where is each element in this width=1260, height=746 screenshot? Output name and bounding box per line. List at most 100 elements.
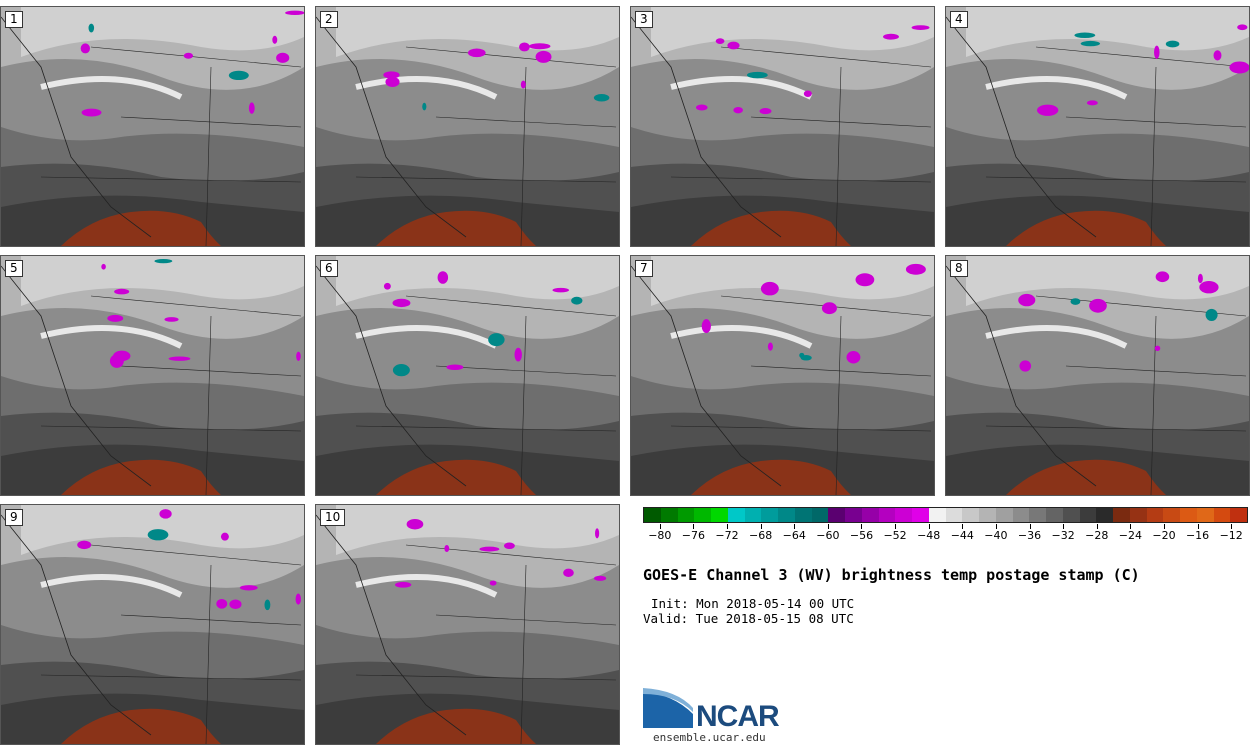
colorbar-segment — [660, 508, 678, 522]
wv-map-image — [631, 256, 934, 495]
colorbar-tick — [794, 524, 796, 529]
stamp-panel-6: 6 — [315, 255, 620, 496]
colorbar-segment — [1230, 508, 1247, 522]
colorbar-segment — [1046, 508, 1063, 522]
colorbar-segment — [1113, 508, 1130, 522]
colorbar-tick-label: −36 — [1017, 529, 1042, 542]
ncar-wordmark: NCAR — [696, 700, 780, 733]
colorbar-segment — [828, 508, 845, 522]
wv-map-image — [316, 505, 619, 744]
colorbar-segment — [1196, 508, 1214, 522]
wv-map-image — [946, 7, 1249, 246]
colorbar-tick — [1163, 524, 1165, 529]
colorbar-segment — [811, 508, 829, 522]
colorbar-tick — [928, 524, 930, 529]
colorbar-segment — [1096, 508, 1113, 522]
colorbar-tick-label: −48 — [917, 529, 941, 542]
colorbar-segment — [1129, 508, 1147, 522]
colorbar-tick-label: −72 — [715, 529, 739, 542]
stamp-panel-7: 7 — [630, 255, 935, 496]
colorbar-tick-label: −80 — [648, 529, 672, 542]
colorbar-segment — [1146, 508, 1164, 522]
colorbar-tick — [1096, 524, 1098, 529]
panel-number: 1 — [5, 11, 23, 28]
colorbar-tick-label: −52 — [883, 529, 907, 542]
colorbar-segment — [912, 508, 929, 522]
colorbar-tick — [962, 524, 964, 529]
wv-map-image — [946, 256, 1249, 495]
panel-number: 5 — [5, 260, 23, 277]
stamp-panel-8: 8 — [945, 255, 1250, 496]
colorbar-tick-label: −68 — [749, 529, 773, 542]
colorbar-ticks: −80 −76 −72 −68 −64 −60 −56 −52 −48 −44 −40 −36 −32−… — [643, 524, 1248, 546]
panel-number: 3 — [635, 11, 653, 28]
stamp-panel-4: 4 — [945, 6, 1250, 247]
panel-number: 8 — [950, 260, 968, 277]
colorbar-tick-label: −28 — [1085, 529, 1109, 542]
ncar-logo-icon — [643, 688, 693, 728]
panel-number: 4 — [950, 11, 968, 28]
colorbar-tick-label: −16 — [1185, 529, 1210, 542]
colorbar-segment — [1029, 508, 1046, 522]
colorbar-tick — [895, 524, 897, 529]
colorbar-tick — [1197, 524, 1199, 529]
wv-map-image — [1, 7, 304, 246]
panel-number: 10 — [320, 509, 346, 526]
colorbar-segment — [1062, 508, 1080, 522]
colorbar-tick — [760, 524, 762, 529]
colorbar-tick-label: −12 — [1219, 529, 1243, 542]
colorbar-segment — [644, 508, 661, 522]
wv-map-image — [1, 256, 304, 495]
colorbar-segment — [1079, 508, 1097, 522]
colorbar-segment — [845, 508, 862, 522]
colorbar-segment — [1213, 508, 1231, 522]
colorbar-tick-label: −44 — [950, 529, 974, 542]
colorbar-tick — [1063, 524, 1065, 529]
colorbar-segment — [761, 508, 778, 522]
colorbar-tick — [693, 524, 695, 529]
stamp-panel-10: 10 — [315, 504, 620, 745]
colorbar-tick-label: −32 — [1051, 529, 1075, 542]
stamp-panel-9: 9 — [0, 504, 305, 745]
panel-number: 9 — [5, 509, 23, 526]
colorbar-tick-label: −24 — [1118, 529, 1142, 542]
colorbar-segment — [962, 508, 979, 522]
wv-map-image — [316, 256, 619, 495]
colorbar-segment — [744, 508, 762, 522]
colorbar-segment — [1012, 508, 1030, 522]
wv-map-image — [316, 7, 619, 246]
colorbar-segment — [878, 508, 896, 522]
wv-map-image — [631, 7, 934, 246]
colorbar-tick — [827, 524, 829, 529]
colorbar-tick — [1130, 524, 1132, 529]
colorbar-tick — [995, 524, 997, 529]
colorbar-segment — [895, 508, 912, 522]
colorbar-tick — [1231, 524, 1233, 529]
colorbar-tick — [861, 524, 863, 529]
colorbar-segment — [1180, 508, 1197, 522]
colorbar-segment — [794, 508, 812, 522]
valid-time: Valid: Tue 2018-05-15 08 UTC — [643, 611, 854, 626]
colorbar-segment — [979, 508, 996, 522]
colorbar-tick-label: −56 — [849, 529, 874, 542]
colorbar-segment — [711, 508, 728, 522]
colorbar-segment — [945, 508, 963, 522]
colorbar-segment — [1163, 508, 1180, 522]
stamp-panel-2: 2 — [315, 6, 620, 247]
colorbar-segment — [694, 508, 711, 522]
colorbar-segment — [778, 508, 795, 522]
stamp-panel-3: 3 — [630, 6, 935, 247]
colorbar-tick — [727, 524, 729, 529]
colorbar-tick-label: −40 — [984, 529, 1008, 542]
colorbar-tick — [659, 524, 661, 529]
colorbar-segment — [928, 508, 946, 522]
panel-number: 2 — [320, 11, 338, 28]
colorbar-segment — [677, 508, 695, 522]
colorbar-segment — [861, 508, 879, 522]
colorbar-tick — [1029, 524, 1031, 529]
colorbar-segment — [727, 508, 745, 522]
colorbar-tick-label: −60 — [816, 529, 840, 542]
colorbar — [643, 507, 1248, 523]
panel-number: 6 — [320, 260, 338, 277]
init-time: Init: Mon 2018-05-14 00 UTC — [651, 596, 855, 611]
